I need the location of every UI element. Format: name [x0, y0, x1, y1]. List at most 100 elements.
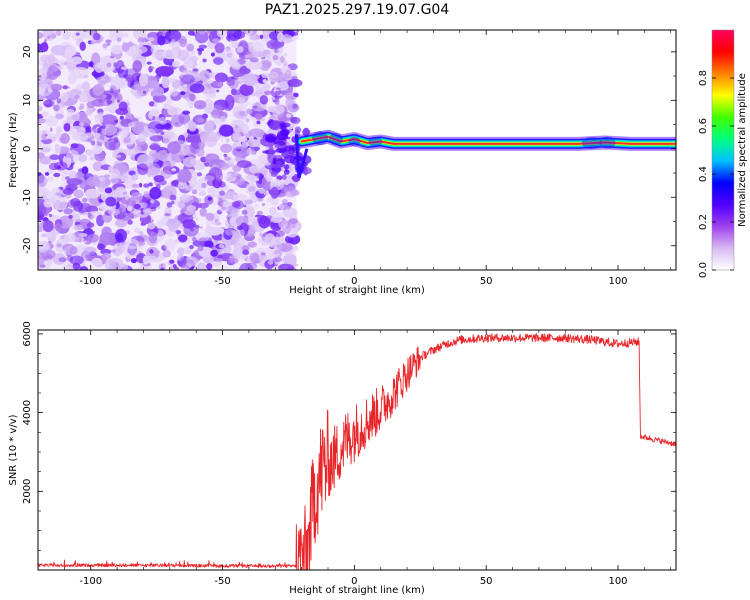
noise-blob: [231, 171, 239, 178]
noise-blob: [200, 189, 206, 195]
noise-blob: [267, 259, 274, 265]
noise-blob: [58, 215, 74, 229]
noise-blob: [259, 95, 269, 105]
noise-blob: [135, 116, 142, 120]
noise-blob: [182, 110, 191, 115]
noise-blob: [224, 94, 235, 110]
noise-blob: [280, 56, 285, 63]
transition-blob: [283, 154, 296, 164]
noise-blob: [150, 199, 155, 204]
noise-blob: [249, 33, 260, 41]
transition-blob: [270, 120, 280, 131]
noise-blob: [70, 197, 81, 207]
noise-blob: [248, 128, 265, 138]
spectrogram-ytick-label: 0: [22, 146, 33, 152]
noise-blob: [149, 186, 162, 200]
noise-blob: [239, 83, 254, 96]
noise-blob: [116, 93, 123, 102]
noise-blob: [222, 245, 232, 254]
noise-blob: [207, 196, 213, 201]
noise-blob: [127, 219, 133, 225]
noise-blob: [174, 239, 179, 244]
noise-blob: [60, 92, 69, 103]
noise-blob: [122, 32, 129, 38]
snr-ytick-label: 2000: [22, 479, 33, 504]
noise-blob: [169, 259, 175, 264]
noise-blob: [246, 148, 256, 155]
noise-blob: [160, 267, 165, 270]
noise-blob: [218, 124, 234, 137]
noise-blob: [62, 262, 77, 270]
noise-blob: [215, 174, 224, 181]
noise-blob: [261, 56, 266, 60]
noise-blob: [236, 148, 242, 152]
noise-blob: [134, 227, 141, 234]
noise-blob: [79, 266, 89, 270]
noise-blob: [64, 45, 77, 57]
noise-blob: [196, 48, 205, 52]
noise-blob: [91, 257, 103, 266]
noise-blob: [103, 106, 111, 112]
noise-blob: [70, 56, 83, 65]
noise-blob: [245, 59, 263, 70]
noise-blob: [39, 156, 51, 165]
noise-blob: [198, 44, 208, 49]
noise-blob: [261, 60, 272, 69]
noise-blob: [147, 172, 152, 178]
noise-blob: [261, 73, 270, 79]
noise-blob: [55, 30, 62, 37]
noise-blob: [96, 75, 112, 84]
noise-blob: [280, 65, 291, 74]
noise-blob: [114, 119, 118, 124]
noise-blob: [241, 141, 249, 149]
noise-blob: [116, 37, 122, 42]
noise-blob: [38, 114, 41, 119]
noise-blob: [177, 35, 187, 45]
noise-blob: [153, 175, 165, 183]
ridge-bulge: [599, 136, 616, 149]
snr-ylabel: SNR (10 * v/v): [8, 414, 19, 485]
noise-blob: [156, 206, 161, 209]
noise-blob: [275, 240, 282, 251]
noise-blob: [184, 256, 198, 267]
noise-blob: [190, 196, 194, 201]
noise-blob: [195, 148, 205, 157]
colorbar-tick-label: 0.0: [698, 262, 709, 278]
noise-blob: [212, 38, 220, 44]
noise-blob: [83, 240, 87, 244]
noise-blob: [288, 218, 299, 224]
noise-blob: [110, 44, 123, 55]
snr-xtick-label: -50: [214, 576, 230, 587]
noise-blob: [87, 233, 99, 243]
transition-blob: [301, 129, 311, 135]
noise-blob: [225, 138, 230, 143]
noise-blob: [159, 116, 167, 125]
noise-blob: [182, 219, 196, 229]
noise-blob: [167, 141, 181, 155]
noise-blob: [92, 84, 105, 96]
noise-blob: [149, 115, 154, 120]
transition-blob: [272, 157, 277, 165]
noise-blob: [289, 189, 300, 196]
noise-blob: [62, 187, 74, 195]
noise-blob: [147, 222, 156, 230]
transition-blob: [275, 148, 288, 154]
noise-blob: [217, 197, 224, 207]
noise-blob: [232, 131, 242, 142]
noise-blob: [128, 122, 136, 128]
noise-blob: [287, 78, 303, 88]
noise-blob: [126, 205, 133, 212]
noise-blob: [188, 100, 194, 109]
noise-blob: [167, 106, 182, 117]
noise-blob: [142, 207, 153, 216]
noise-blob: [44, 133, 48, 137]
noise-blob: [177, 65, 181, 69]
noise-blob: [106, 43, 111, 46]
noise-blob: [86, 222, 95, 229]
noise-blob: [246, 108, 253, 115]
spectrogram-frame: [37, 29, 677, 271]
noise-blob: [162, 263, 166, 268]
noise-blob: [206, 220, 212, 228]
noise-blob: [278, 204, 285, 210]
noise-blob: [196, 117, 204, 123]
